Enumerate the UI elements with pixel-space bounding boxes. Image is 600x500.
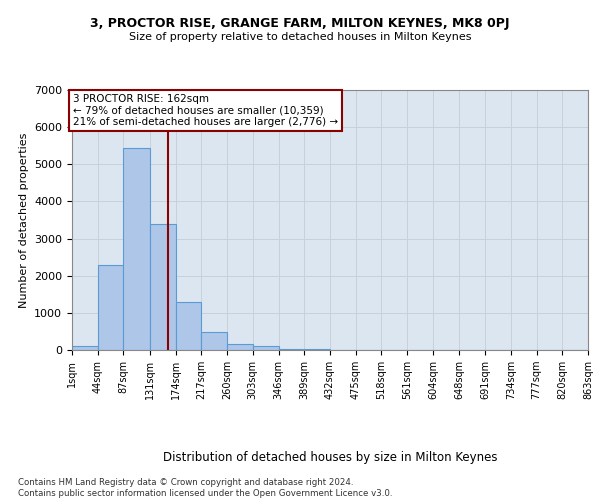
Bar: [227, 344, 253, 350]
Text: 3, PROCTOR RISE, GRANGE FARM, MILTON KEYNES, MK8 0PJ: 3, PROCTOR RISE, GRANGE FARM, MILTON KEY…: [90, 18, 510, 30]
Text: Distribution of detached houses by size in Milton Keynes: Distribution of detached houses by size …: [163, 451, 497, 464]
Text: Contains HM Land Registry data © Crown copyright and database right 2024.
Contai: Contains HM Land Registry data © Crown c…: [18, 478, 392, 498]
Bar: [176, 302, 201, 350]
Bar: [253, 346, 278, 350]
Bar: [201, 332, 227, 350]
Bar: [98, 264, 124, 350]
Y-axis label: Number of detached properties: Number of detached properties: [19, 132, 29, 308]
Bar: [150, 224, 176, 350]
Text: Size of property relative to detached houses in Milton Keynes: Size of property relative to detached ho…: [129, 32, 471, 42]
Bar: [278, 348, 304, 350]
Bar: [124, 148, 150, 350]
Text: 3 PROCTOR RISE: 162sqm
← 79% of detached houses are smaller (10,359)
21% of semi: 3 PROCTOR RISE: 162sqm ← 79% of detached…: [73, 94, 338, 127]
Bar: [72, 346, 98, 350]
